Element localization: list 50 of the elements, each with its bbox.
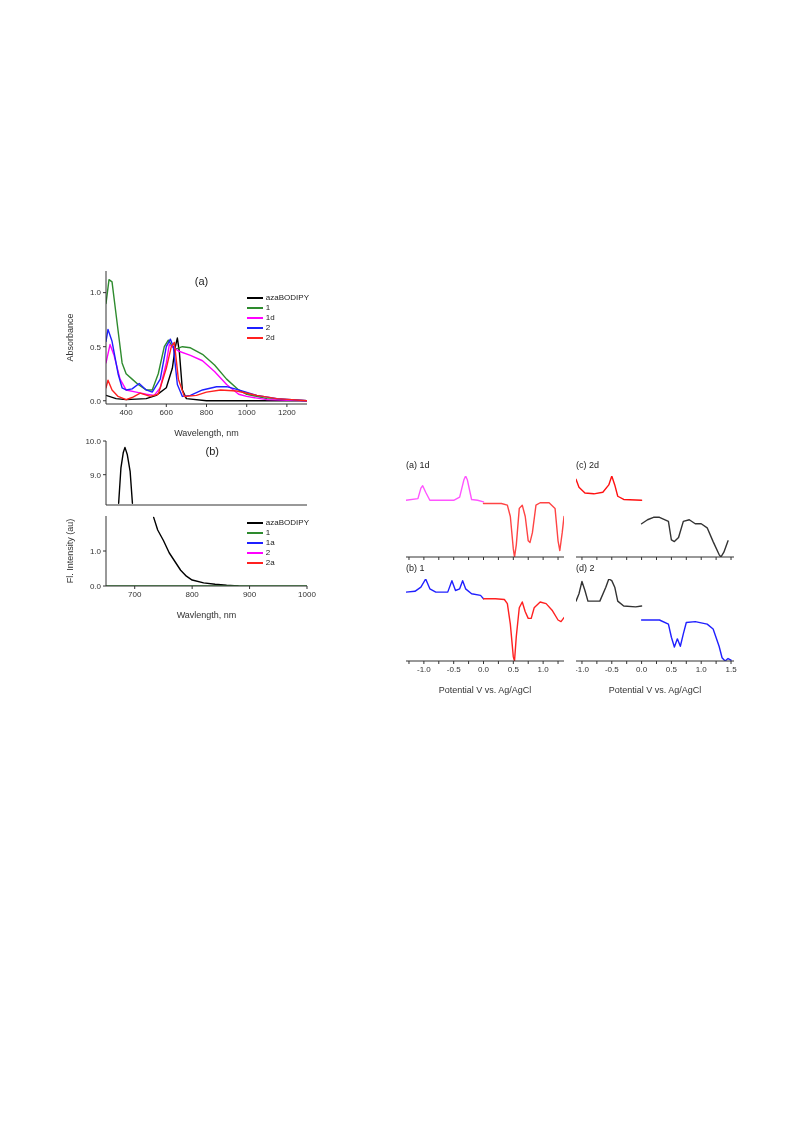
chart-title: (d) 2 <box>576 563 595 573</box>
x-tick-label: 600 <box>159 407 174 417</box>
x-tick-label: 1200 <box>278 407 297 417</box>
x-tick-label: 1000 <box>298 589 317 599</box>
legend-label: 2 <box>265 323 271 333</box>
legend-label: 1d <box>265 313 275 323</box>
x-axis-title: Wavelength, nm <box>174 428 239 438</box>
legend-label: 2a <box>265 558 275 568</box>
x-axis-title: Potential V vs. Ag/AgCl <box>608 685 702 695</box>
chart-title: (b) <box>205 445 219 457</box>
chart-title: (a) <box>194 275 209 287</box>
legend-label: 2 <box>265 548 271 558</box>
x-axis-title: Potential V vs. Ag/AgCl <box>438 685 532 695</box>
legend-label: 1 <box>265 528 271 538</box>
legend-label: azaBODIPY <box>265 518 309 528</box>
x-tick-label: 1000 <box>237 407 257 417</box>
y-tick-label: 9.0 <box>89 470 102 480</box>
y-tick-label: 0.5 <box>89 342 102 352</box>
x-tick-label: -1.0 <box>575 664 590 674</box>
y-tick-label: 10.0 <box>85 436 102 446</box>
x-tick-label: -0.5 <box>446 664 462 674</box>
x-tick-label: 800 <box>185 589 200 599</box>
y-tick-label: 0.0 <box>89 396 102 406</box>
x-tick-label: 800 <box>199 407 214 417</box>
legend-label: 1a <box>265 538 275 548</box>
legend-label: 2d <box>265 333 275 343</box>
y-axis-title: Absorbance <box>65 313 76 362</box>
x-tick-label: 400 <box>119 407 134 417</box>
y-tick-label: 1.0 <box>89 288 102 298</box>
x-tick-label: 1.5 <box>725 664 738 674</box>
x-axis-title: Wavlength, nm <box>176 610 237 620</box>
chart-title: (a) 1d <box>406 460 430 470</box>
x-tick-label: -1.0 <box>416 664 432 674</box>
x-tick-label: -0.5 <box>604 664 620 674</box>
y-axis-title: Fl. Intensity (au) <box>65 518 76 584</box>
x-tick-label: 700 <box>128 589 142 599</box>
legend-label: azaBODIPY <box>265 293 309 303</box>
x-tick-label: 0.0 <box>477 664 490 674</box>
x-tick-label: 0.5 <box>665 664 678 674</box>
chart-title: (b) 1 <box>406 563 425 573</box>
legend-label: 1 <box>265 303 271 313</box>
y-tick-label: 0.0 <box>89 581 102 591</box>
x-tick-label: 0.5 <box>507 664 520 674</box>
y-tick-label: 1.0 <box>89 546 102 556</box>
x-tick-label: 1.0 <box>537 664 550 674</box>
line-series <box>117 446 134 505</box>
chart-title: (c) 2d <box>576 460 600 470</box>
x-tick-label: 0.0 <box>636 664 648 674</box>
x-tick-label: 900 <box>242 589 257 599</box>
x-tick-label: 1.0 <box>695 664 708 674</box>
